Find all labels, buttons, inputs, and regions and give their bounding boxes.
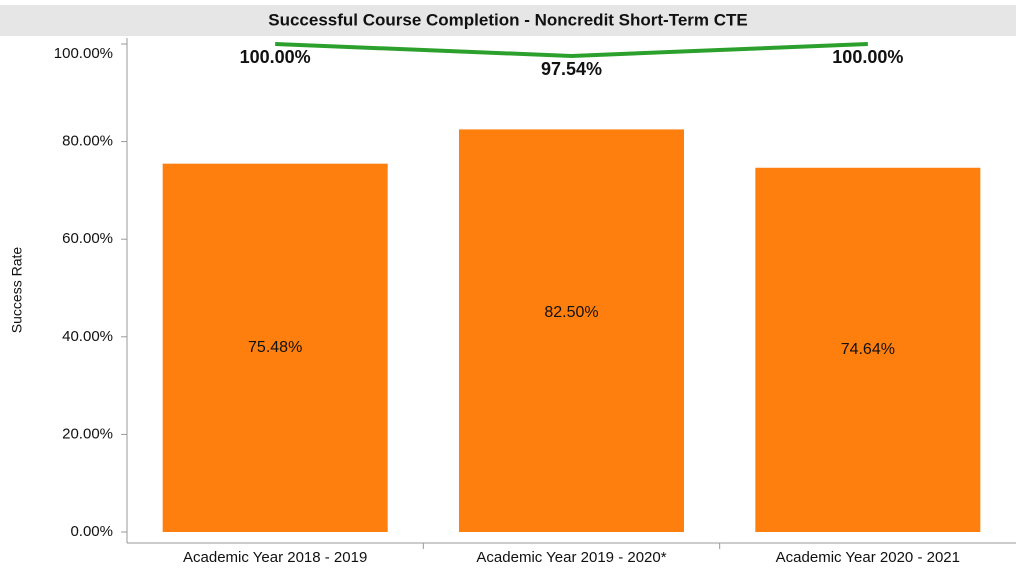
bar bbox=[459, 129, 684, 532]
bar-value-label: 74.64% bbox=[841, 341, 895, 358]
line bbox=[275, 42, 868, 59]
bar-value-label: 75.48% bbox=[248, 339, 302, 356]
bar-value-label: 82.50% bbox=[544, 304, 598, 321]
chart-title: Successful Course Completion - Noncredit… bbox=[268, 10, 748, 29]
y-tick-label: 40.00% bbox=[62, 328, 113, 345]
bar bbox=[162, 163, 388, 532]
line-value-label: 97.54% bbox=[541, 59, 602, 79]
x-tick-label: Academic Year 2019 - 2020* bbox=[476, 549, 666, 566]
y-tick-label: 80.00% bbox=[62, 133, 113, 150]
y-tick-label: 100.00% bbox=[54, 45, 113, 62]
y-tick-label: 60.00% bbox=[62, 230, 113, 247]
bar bbox=[755, 167, 981, 532]
line-value-label: 100.00% bbox=[832, 47, 903, 67]
x-tick-label: Academic Year 2018 - 2019 bbox=[183, 549, 367, 566]
y-axis-label: Success Rate bbox=[9, 247, 25, 334]
y-tick-label: 0.00% bbox=[70, 523, 113, 540]
x-tick-label: Academic Year 2020 - 2021 bbox=[776, 549, 960, 566]
line-value-label: 100.00% bbox=[240, 47, 311, 67]
title-bar bbox=[0, 5, 1016, 36]
y-tick-label: 20.00% bbox=[62, 425, 113, 442]
